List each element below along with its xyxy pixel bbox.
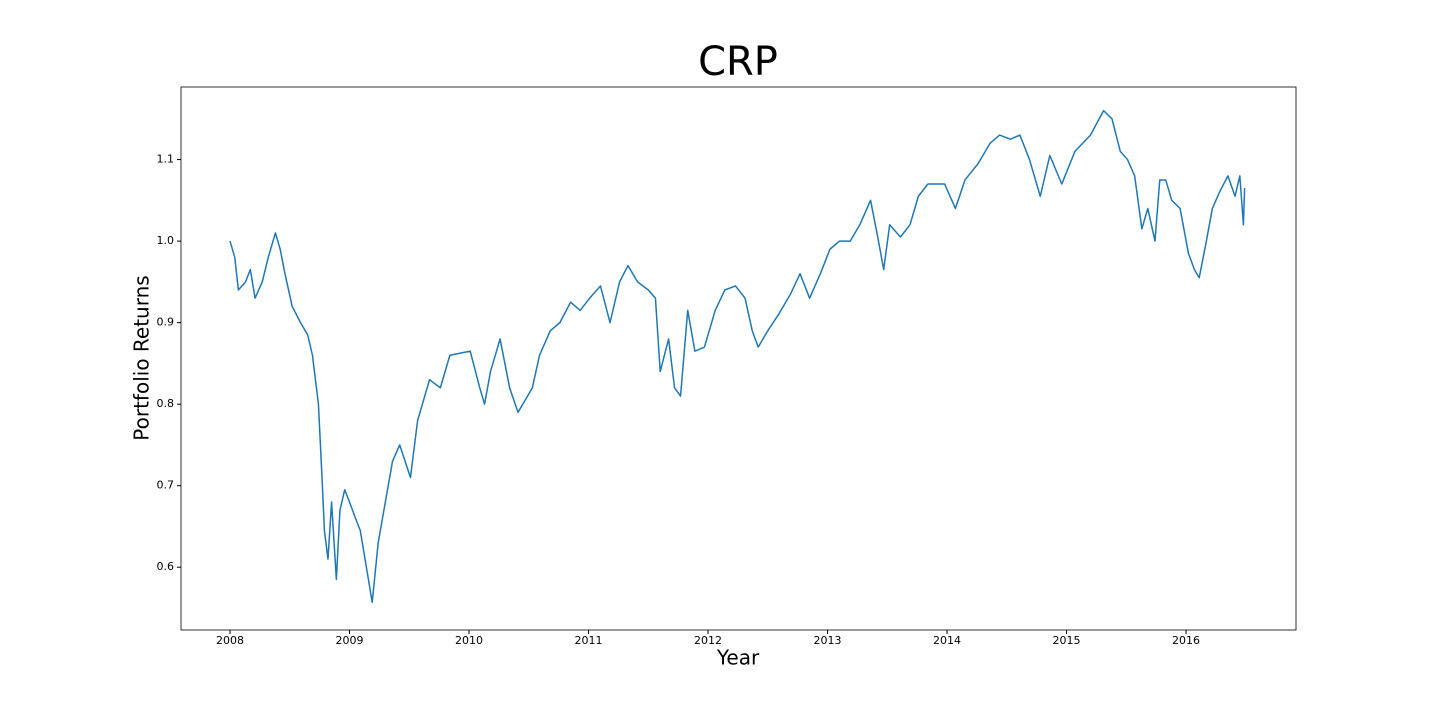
y-tick-label: 0.7 bbox=[157, 479, 175, 492]
x-tick-label: 2015 bbox=[1053, 634, 1081, 647]
data-line bbox=[229, 109, 1246, 604]
y-tick-label: 1.1 bbox=[157, 153, 175, 166]
x-tick-label: 2016 bbox=[1172, 634, 1200, 647]
y-tick-label: 0.6 bbox=[157, 560, 175, 573]
x-tick-label: 2008 bbox=[216, 634, 244, 647]
x-tick-label: 2012 bbox=[694, 634, 722, 647]
x-tick-label: 2010 bbox=[455, 634, 483, 647]
chart-title: CRP bbox=[698, 39, 778, 85]
y-tick-label: 0.9 bbox=[157, 316, 175, 329]
plot-frame bbox=[180, 86, 1297, 631]
x-tick-label: 2013 bbox=[814, 634, 842, 647]
x-axis-label: Year bbox=[716, 646, 760, 670]
y-tick-label: 0.8 bbox=[157, 397, 175, 410]
y-tick-label: 1.0 bbox=[157, 234, 175, 247]
x-tick-label: 2014 bbox=[933, 634, 961, 647]
x-tick-label: 2009 bbox=[336, 634, 364, 647]
x-tick-label: 2011 bbox=[575, 634, 603, 647]
y-axis-label: Portfolio Returns bbox=[130, 275, 154, 440]
